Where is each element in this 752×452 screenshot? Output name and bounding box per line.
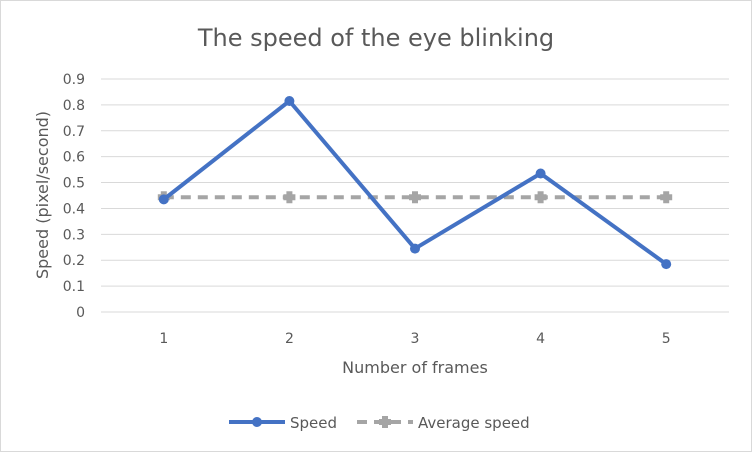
x-tick-labels: 1 2 3 4 5 bbox=[159, 331, 670, 347]
series-speed bbox=[158, 96, 672, 270]
data-point bbox=[283, 191, 296, 204]
x-tick-label: 3 bbox=[411, 331, 420, 347]
x-axis-title: Number of frames bbox=[342, 358, 488, 377]
y-tick-label: 0.8 bbox=[63, 98, 85, 114]
data-point bbox=[409, 191, 421, 204]
plot-series bbox=[157, 96, 673, 270]
x-tick-label: 4 bbox=[536, 331, 545, 347]
x-tick-label: 2 bbox=[285, 331, 294, 347]
legend-item-average-speed: Average speed bbox=[357, 414, 530, 432]
grid-lines bbox=[101, 78, 729, 313]
y-tick-label: 0.7 bbox=[63, 124, 85, 140]
data-point bbox=[535, 168, 546, 179]
y-axis-title: Speed (pixel/second) bbox=[33, 111, 52, 279]
data-point bbox=[284, 96, 295, 107]
data-point bbox=[410, 243, 420, 254]
data-point bbox=[158, 194, 169, 205]
y-tick-label: 0.4 bbox=[63, 201, 85, 217]
series-average-speed bbox=[157, 191, 673, 204]
y-tick-label: 0.6 bbox=[63, 150, 85, 166]
legend-marker bbox=[252, 417, 262, 427]
chart-title: The speed of the eye blinking bbox=[197, 24, 554, 52]
y-tick-label: 0 bbox=[76, 305, 85, 321]
legend-label: Average speed bbox=[418, 414, 530, 432]
data-point bbox=[660, 191, 673, 204]
y-tick-label: 0.5 bbox=[63, 176, 85, 192]
y-tick-label: 0.9 bbox=[63, 72, 85, 88]
x-tick-label: 5 bbox=[662, 331, 671, 347]
legend: Speed Average speed bbox=[229, 414, 530, 432]
data-point bbox=[661, 259, 672, 270]
x-tick-label: 1 bbox=[159, 331, 168, 347]
y-tick-label: 0.1 bbox=[63, 279, 85, 295]
data-point bbox=[534, 191, 547, 204]
legend-label: Speed bbox=[290, 414, 337, 432]
legend-item-speed: Speed bbox=[229, 414, 337, 432]
y-tick-label: 0.2 bbox=[63, 253, 85, 269]
y-tick-label: 0.3 bbox=[63, 227, 85, 243]
legend-marker bbox=[379, 416, 391, 428]
y-tick-labels: 0 0.1 0.2 0.3 0.4 0.5 0.6 0.7 0.8 0.9 bbox=[63, 72, 85, 321]
